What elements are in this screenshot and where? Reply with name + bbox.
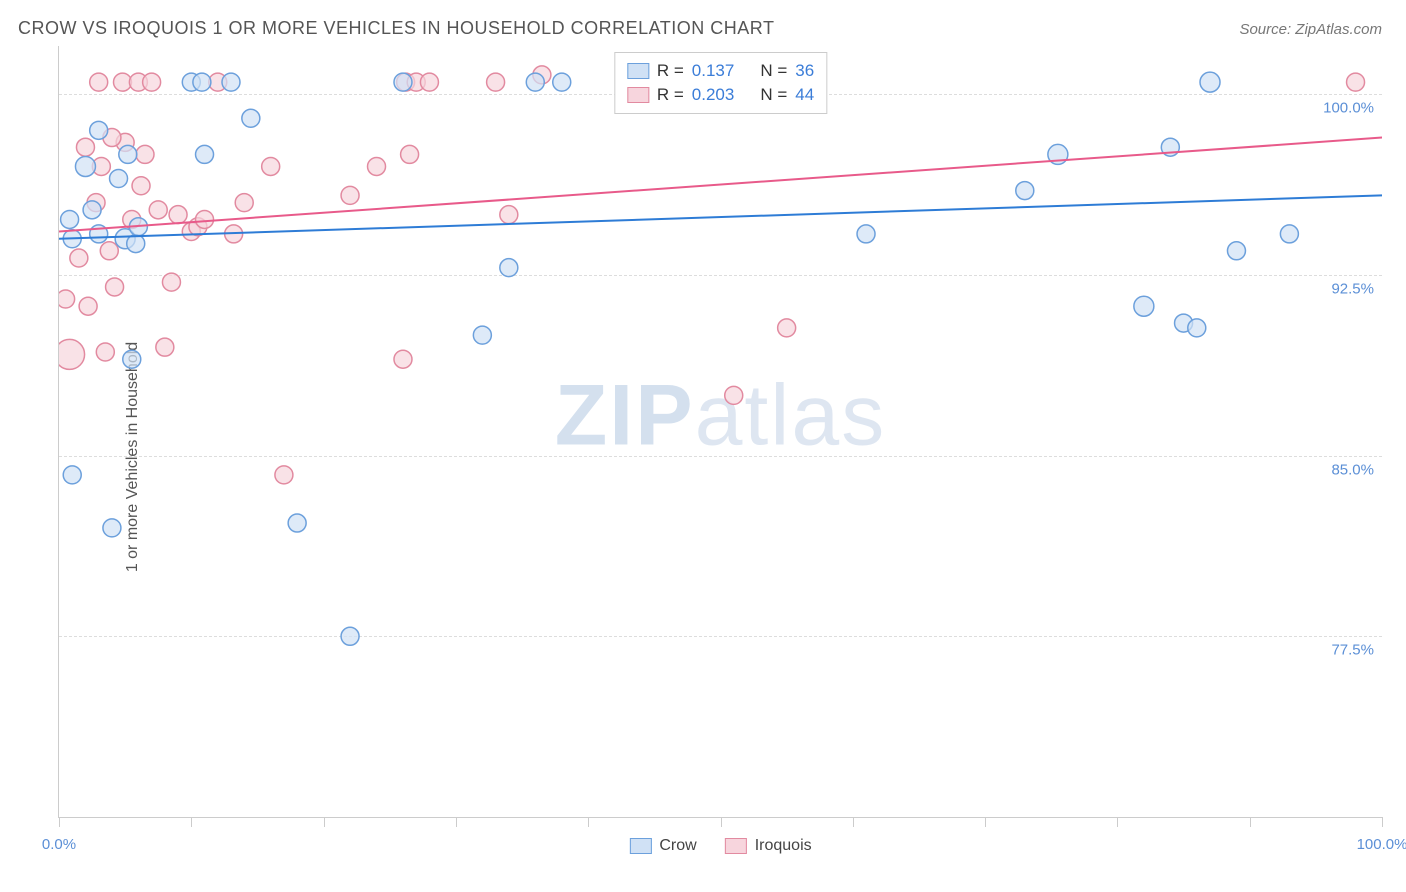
correlation-legend: R = 0.137 N = 36 R = 0.203 N = 44 [614,52,827,114]
legend-swatch-crow-b [629,838,651,854]
legend-item-crow: Crow [629,837,696,855]
source-label: Source: ZipAtlas.com [1239,21,1382,38]
legend-row-crow: R = 0.137 N = 36 [627,59,814,83]
legend-swatch-iroquois [627,87,649,103]
plot-region: ZIPatlas R = 0.137 N = 36 R = 0.203 N = … [58,46,1382,818]
x-tick-label: 100.0% [1357,836,1406,853]
scatter-svg [59,46,1382,817]
legend-swatch-iroquois-b [725,838,747,854]
chart-header: CROW VS IROQUOIS 1 OR MORE VEHICLES IN H… [0,0,1406,47]
legend-item-iroquois: Iroquois [725,837,812,855]
legend-swatch-crow [627,63,649,79]
chart-area: 1 or more Vehicles in Household ZIPatlas… [18,46,1382,868]
legend-row-iroquois: R = 0.203 N = 44 [627,83,814,107]
chart-title: CROW VS IROQUOIS 1 OR MORE VEHICLES IN H… [18,18,774,39]
series-legend: Crow Iroquois [629,837,811,855]
x-tick-label: 0.0% [42,836,76,853]
